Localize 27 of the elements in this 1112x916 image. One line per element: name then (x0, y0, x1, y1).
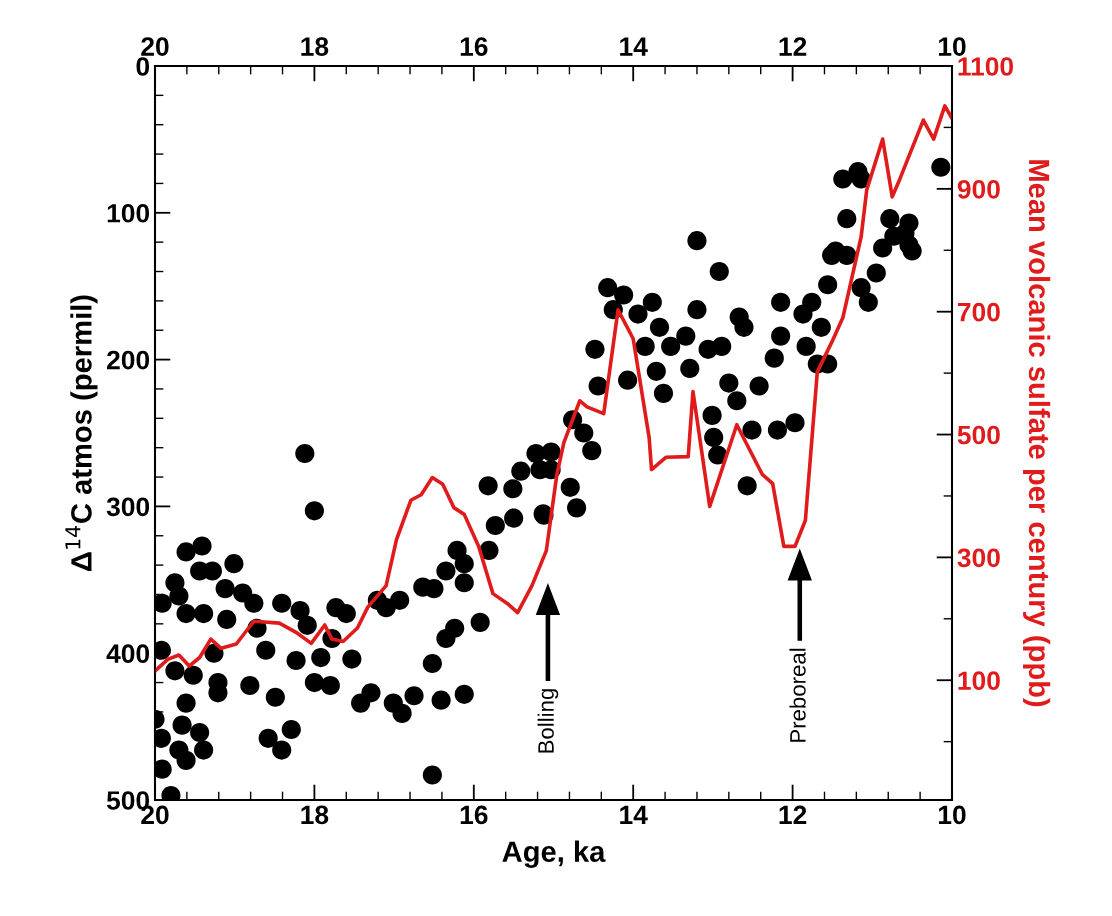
x-tick-label: 14 (620, 805, 648, 824)
x-tick-label: 16 (460, 805, 488, 825)
annotation: Bolling (537, 689, 559, 753)
x2-tick-label: 14 (620, 37, 648, 56)
y-tick-label: 0 (136, 57, 150, 76)
x2-tick-label: 20 (141, 37, 169, 56)
x-axis-title: Age, ka (502, 840, 606, 868)
x2-tick-label: 18 (301, 37, 329, 56)
x2-tick-label: 10 (938, 37, 966, 56)
y2-tick-label: 300 (957, 548, 1000, 568)
y-tick-label: 400 (106, 644, 150, 664)
y2-axis-title: Mean volcanic sulfate per century (ppb) (1023, 160, 1051, 707)
x-tick-label: 12 (779, 805, 807, 824)
y-tick-label: 100 (107, 203, 150, 223)
annotation: Preboreal (789, 648, 806, 742)
y2-tick-label: 1100 (958, 57, 1014, 76)
y2-tick-label: 500 (957, 425, 1000, 445)
x-tick-label: 18 (301, 805, 329, 825)
y-tick-label: 300 (106, 497, 150, 517)
x2-tick-label: 12 (779, 37, 807, 56)
y2-tick-label: 100 (958, 671, 1000, 691)
y-tick-label: 200 (107, 350, 150, 370)
x-tick-label: 10 (938, 805, 966, 825)
y-axis-title: Δ$^{14}$C atmos (permil) (65, 295, 98, 571)
x2-tick-label: 16 (460, 37, 488, 56)
y2-tick-label: 700 (957, 302, 1000, 322)
y2-tick-label: 900 (957, 179, 1000, 199)
